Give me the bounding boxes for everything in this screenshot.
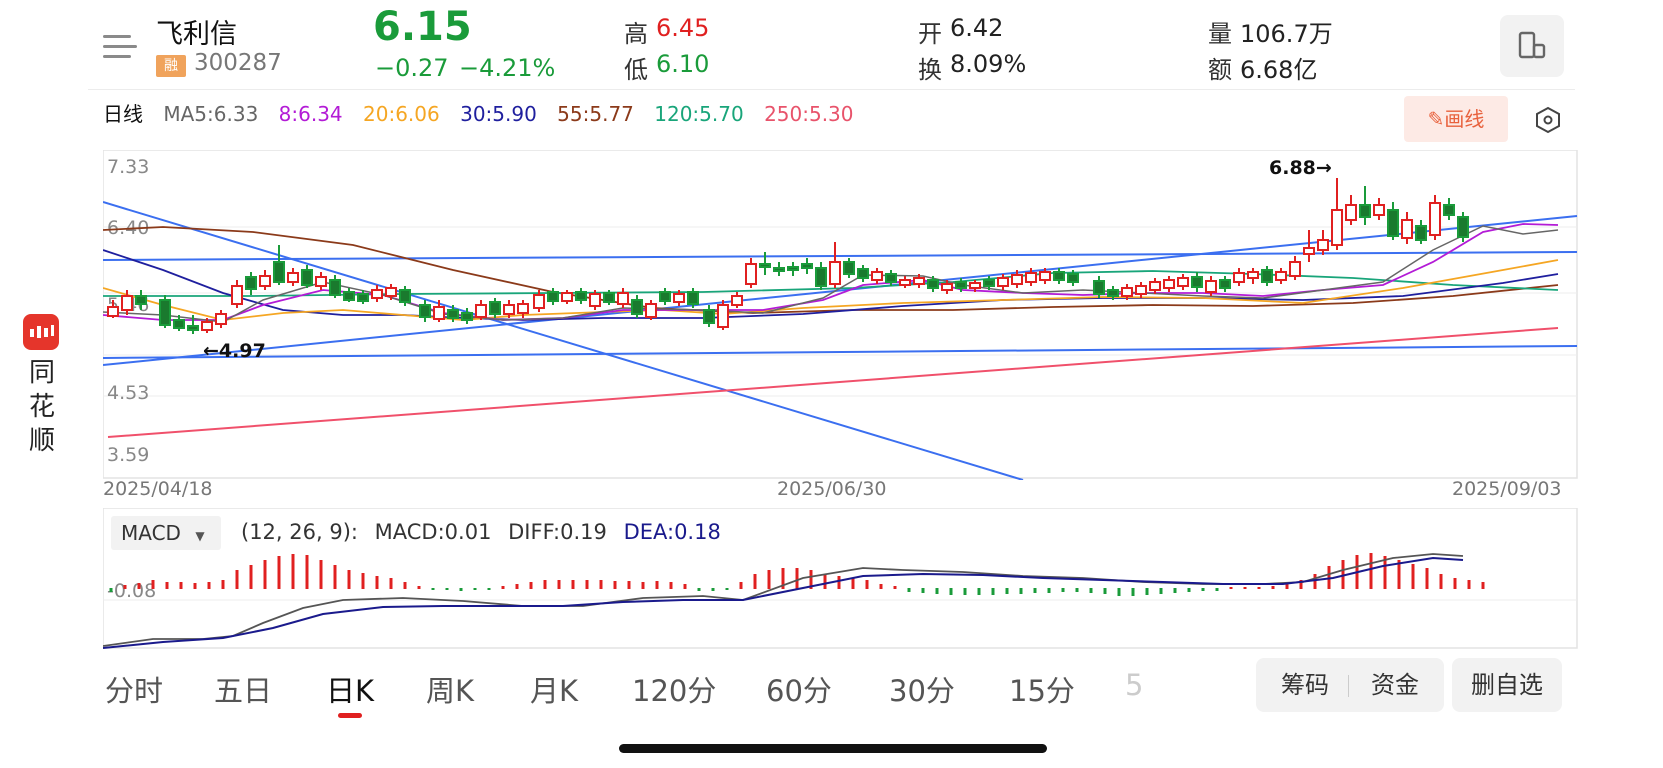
high-marker: 6.88→: [1269, 157, 1332, 179]
ma5-value: MA5:6.33: [163, 102, 259, 126]
tab-daily-k[interactable]: 日K: [326, 674, 375, 708]
app-logo-icon: [30, 325, 54, 338]
amount-label: 额: [1208, 56, 1232, 84]
pill-divider: [1348, 675, 1349, 697]
dropdown-caret-icon: ▼: [195, 529, 205, 543]
settings-hexagon-icon[interactable]: [1534, 106, 1562, 134]
candles: [107, 178, 1469, 334]
active-tab-indicator: [338, 713, 362, 718]
turnover-label: 换: [918, 56, 942, 84]
draw-line-button[interactable]: ✎画线: [1404, 96, 1508, 142]
app-name-char: 花: [28, 392, 55, 422]
pencil-icon: ✎: [1427, 107, 1445, 131]
volume-label: 量: [1208, 20, 1232, 48]
dea-line: [103, 556, 1464, 649]
menu-icon[interactable]: [103, 32, 137, 62]
macd-chart[interactable]: -0.08: [103, 508, 1578, 650]
tab-120min[interactable]: 120分: [632, 674, 717, 708]
ma20-value: 20:6.06: [363, 102, 440, 126]
rotate-screen-button[interactable]: [1500, 15, 1564, 77]
tab-monthly-k[interactable]: 月K: [530, 674, 579, 708]
open-value: 6.42: [950, 14, 1004, 42]
low-label: 低: [624, 56, 648, 84]
app-name-char: 同: [28, 358, 55, 388]
date-start: 2025/04/18: [103, 478, 213, 500]
macd-values: (12, 26, 9): MACD:0.01 DIFF:0.19 DEA:0.1…: [241, 520, 731, 544]
stock-code: 300287: [194, 50, 282, 76]
ma20-line: [103, 259, 1559, 321]
phone-rotate-icon: [1518, 31, 1546, 59]
chips-funds-group: 筹码 资金: [1256, 658, 1444, 712]
tab-5min[interactable]: 5: [1125, 668, 1144, 702]
ma120-value: 120:5.70: [654, 102, 744, 126]
current-price: 6.15: [373, 4, 472, 50]
y-tick: 7.33: [107, 156, 149, 178]
chart-frame: [103, 150, 1578, 479]
amount-value: 6.68亿: [1240, 56, 1318, 84]
ma8-value: 8:6.34: [278, 102, 343, 126]
macd-y-tick: -0.08: [107, 580, 156, 602]
low-value: 6.10: [656, 50, 710, 78]
tab-five-day[interactable]: 五日: [214, 674, 273, 708]
app-logo[interactable]: [23, 314, 59, 350]
date-end: 2025/09/03: [1452, 478, 1562, 500]
diff-value: DIFF:0.19: [508, 520, 607, 544]
remove-favorite-button[interactable]: 删自选: [1452, 658, 1562, 712]
ma250-line: [107, 327, 1559, 438]
tab-30min[interactable]: 30分: [889, 674, 955, 708]
margin-trading-badge: 融: [156, 55, 186, 77]
date-mid: 2025/06/30: [777, 478, 887, 500]
y-tick: 3.59: [107, 444, 149, 466]
price-change: −0.27: [375, 54, 449, 82]
tab-weekly-k[interactable]: 周K: [426, 674, 475, 708]
macd-value: MACD:0.01: [374, 520, 492, 544]
chips-button[interactable]: 筹码: [1281, 671, 1329, 699]
app-name-char: 顺: [28, 426, 55, 456]
ma55-value: 55:5.77: [557, 102, 634, 126]
high-value: 6.45: [656, 14, 710, 42]
candlestick-chart[interactable]: 7.33 6.40 5.46 4.53 3.59: [103, 150, 1578, 480]
price-change-percent: −4.21%: [459, 54, 556, 82]
high-label: 高: [624, 20, 648, 48]
indicator-select[interactable]: MACD ▼: [111, 516, 221, 550]
y-tick: 4.53: [107, 382, 149, 404]
indicator-select-label: MACD: [121, 521, 181, 545]
tab-60min[interactable]: 60分: [766, 674, 832, 708]
period-label[interactable]: 日线: [103, 102, 143, 126]
app-name: 同 花 顺: [27, 356, 57, 458]
low-marker: ←4.97: [203, 340, 266, 362]
header-divider: [88, 89, 1575, 90]
draw-line-label: 画线: [1444, 107, 1485, 131]
ma55-line: [103, 226, 1559, 314]
turnover-value: 8.09%: [950, 50, 1027, 78]
dea-value: DEA:0.18: [623, 520, 721, 544]
stock-name: 飞利信: [156, 19, 237, 50]
home-indicator[interactable]: [619, 744, 1047, 753]
funds-button[interactable]: 资金: [1371, 671, 1419, 699]
ma-legend: 日线 MA5:6.33 8:6.34 20:6.06 30:5.90 55:5.…: [103, 98, 868, 127]
ma30-value: 30:5.90: [460, 102, 537, 126]
volume-value: 106.7万: [1240, 20, 1333, 48]
tab-15min[interactable]: 15分: [1009, 674, 1075, 708]
macd-params: (12, 26, 9):: [241, 520, 358, 544]
open-label: 开: [918, 20, 942, 48]
tab-intraday[interactable]: 分时: [105, 674, 164, 708]
ma250-value: 250:5.30: [764, 102, 854, 126]
